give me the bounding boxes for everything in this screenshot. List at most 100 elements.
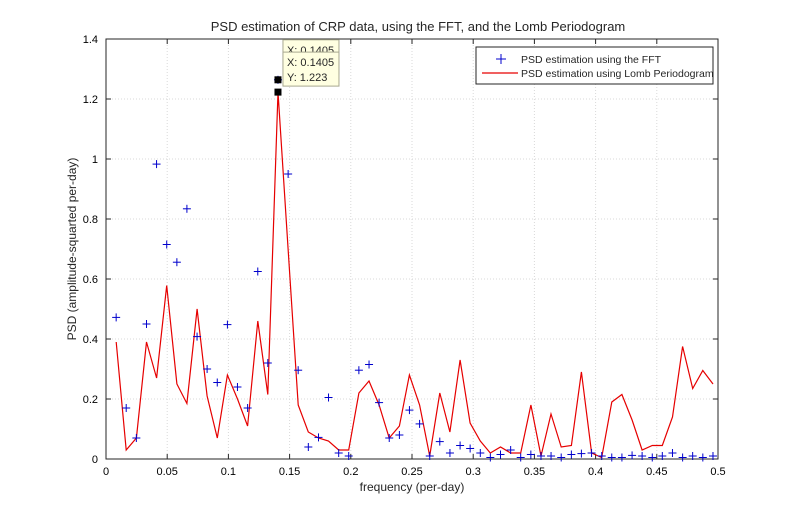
x-tick-label: 0.4 <box>588 466 603 478</box>
data-tip[interactable]: X: 0.1405 Y: 1.223 <box>274 51 340 96</box>
y-tick-label: 0 <box>92 454 98 466</box>
fft-point <box>567 450 576 459</box>
legend-label: PSD estimation using the FFT <box>521 54 662 66</box>
fft-point <box>324 393 333 402</box>
data-tip-marker[interactable] <box>274 88 282 96</box>
fft-point <box>395 431 404 439</box>
fft-point <box>223 320 232 329</box>
x-tick-label: 0.1 <box>221 466 236 478</box>
fft-point <box>688 452 697 460</box>
x-tick-label: 0.25 <box>401 466 422 478</box>
fft-point <box>537 452 546 460</box>
fft-point <box>233 383 242 391</box>
x-axis-ticks: 0 0.05 0.1 0.15 0.2 0.25 0.3 0.35 0.4 0.45 0.5 <box>103 39 726 478</box>
data-tip-box <box>282 51 340 87</box>
fft-point <box>425 452 434 460</box>
fft-point <box>334 449 343 457</box>
fft-point <box>112 313 121 322</box>
fft-point <box>213 378 222 387</box>
fft-point <box>405 406 414 415</box>
x-tick-label: 0 <box>103 466 109 478</box>
fft-point <box>597 452 606 460</box>
x-tick-label: 0.35 <box>524 466 545 478</box>
y-tick-label: 1.4 <box>83 34 98 46</box>
fft-point <box>415 419 424 428</box>
fft-point <box>284 170 293 178</box>
fft-point <box>314 433 323 442</box>
fft-point <box>496 450 505 459</box>
fft-point <box>456 441 465 450</box>
x-tick-label: 0.5 <box>710 466 725 478</box>
legend-label: PSD estimation using Lomb Periodogram <box>521 68 714 80</box>
series-lomb-periodogram <box>115 92 714 459</box>
chart-title: PSD estimation of CRP data, using the FF… <box>211 19 626 34</box>
x-tick-label: 0.45 <box>646 466 667 478</box>
fft-point <box>466 444 475 453</box>
fft-point <box>253 267 262 276</box>
fft-point <box>182 204 191 213</box>
fft-point <box>193 332 202 341</box>
data-tip-marker[interactable] <box>274 76 282 84</box>
fft-point <box>557 453 566 462</box>
fft-point <box>698 453 707 462</box>
fft-point <box>375 398 384 407</box>
legend-entry-lomb: PSD estimation using Lomb Periodogram <box>482 68 714 80</box>
fft-point <box>203 365 212 373</box>
fft-point <box>547 452 556 460</box>
fft-point <box>638 452 647 460</box>
fft-point <box>344 452 353 460</box>
y-tick-label: 1.2 <box>83 94 98 106</box>
legend-entry-fft: PSD estimation using the FFT <box>496 54 662 66</box>
fft-point <box>142 320 151 328</box>
fft-point <box>628 451 637 460</box>
fft-point <box>526 450 535 459</box>
fft-point <box>385 434 394 442</box>
data-tip-text: Y: 1.223 <box>287 72 327 84</box>
fft-point <box>668 449 677 457</box>
fft-point <box>658 452 667 460</box>
fft-point <box>516 453 525 462</box>
y-tick-label: 0.4 <box>83 334 98 346</box>
fft-point <box>435 437 444 446</box>
lomb-periodogram-line <box>115 92 714 459</box>
fft-point <box>445 449 454 457</box>
fft-point <box>243 404 252 412</box>
fft-point <box>607 453 616 462</box>
fft-point <box>132 434 141 442</box>
x-tick-label: 0.15 <box>279 466 300 478</box>
y-tick-label: 1 <box>92 154 98 166</box>
y-tick-label: 0.6 <box>83 274 98 286</box>
y-axis-ticks: 0 0.2 0.4 0.6 0.8 1 1.2 1.4 <box>83 34 718 466</box>
fft-point <box>152 160 161 169</box>
fft-point <box>304 443 313 451</box>
legend-box <box>475 46 714 85</box>
fft-point <box>587 449 596 457</box>
fft-point <box>172 258 181 267</box>
fft-point <box>476 449 485 457</box>
y-axis-label: PSD (amplitude-squarted per-day) <box>65 158 79 341</box>
fft-point <box>354 366 363 375</box>
x-axis-label: frequency (per-day) <box>360 480 465 494</box>
fft-point <box>678 453 687 462</box>
x-tick-label: 0.2 <box>343 466 358 478</box>
fft-point <box>486 453 495 462</box>
x-tick-label: 0.05 <box>156 466 177 478</box>
y-tick-label: 0.8 <box>83 214 98 226</box>
fft-point <box>648 453 657 462</box>
fft-point <box>708 452 717 460</box>
y-tick-label: 0.2 <box>83 394 98 406</box>
fft-point <box>365 360 374 369</box>
x-tick-label: 0.3 <box>466 466 481 478</box>
fft-point <box>263 359 272 367</box>
data-tip-text: X: 0.1405 <box>287 57 334 69</box>
fft-point <box>506 446 515 454</box>
fft-point <box>294 366 303 375</box>
fft-point <box>122 404 131 412</box>
fft-point <box>577 449 586 458</box>
fft-point <box>617 453 626 462</box>
legend: PSD estimation using the FFT PSD estimati… <box>475 46 714 85</box>
fft-point <box>162 240 171 249</box>
